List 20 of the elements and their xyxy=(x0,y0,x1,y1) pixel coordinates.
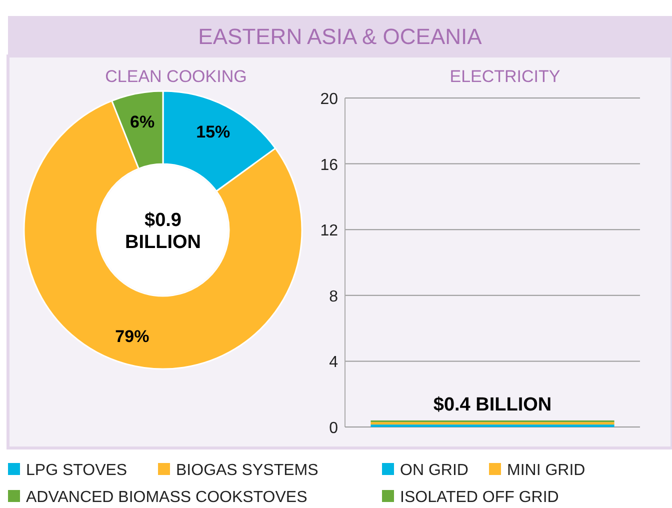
total-label: $0.4 BILLION xyxy=(433,394,552,416)
legend-label: MINI GRID xyxy=(507,462,586,479)
y-tick-label: 4 xyxy=(329,354,338,372)
legend-label: ADVANCED BIOMASS COOKSTOVES xyxy=(26,489,308,506)
y-tick-label: 16 xyxy=(320,156,338,174)
y-tick-label: 20 xyxy=(320,91,338,108)
y-tick-label: 8 xyxy=(329,288,338,306)
chart-title: ELECTRICITY xyxy=(450,67,560,86)
text: EASTERN ASIA & OCEANIA xyxy=(198,24,482,49)
text: $0.9 BILLION xyxy=(125,210,201,253)
data-label: 79% xyxy=(115,327,150,346)
y-tick-label: 12 xyxy=(320,222,338,240)
y-tick-label: 0 xyxy=(329,420,338,437)
data-label: 6% xyxy=(130,112,155,132)
legend-label: ISOLATED OFF GRID xyxy=(400,489,559,506)
chart-title: CLEAN COOKING xyxy=(105,67,247,86)
legend-label: ON GRID xyxy=(400,462,468,479)
legend-label: BIOGAS SYSTEMS xyxy=(176,462,318,479)
legend-label: LPG STOVES xyxy=(26,462,128,479)
data-label: 15% xyxy=(196,122,230,142)
